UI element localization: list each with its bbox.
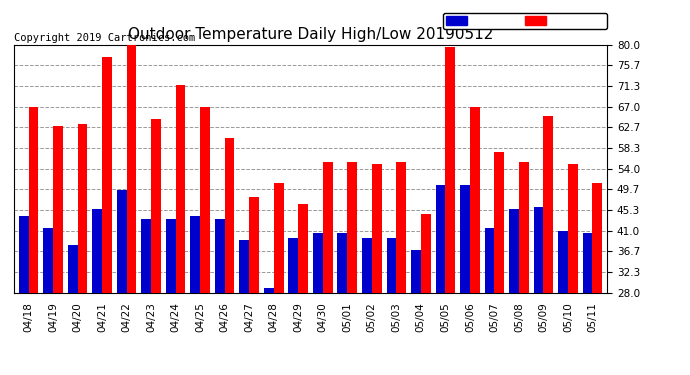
Bar (582, 233, 593, 375)
Bar (19, 216, 28, 375)
Bar (519, 162, 529, 375)
Bar (141, 219, 151, 375)
Bar (166, 219, 176, 375)
Bar (68, 245, 77, 375)
Bar (117, 190, 126, 375)
Bar (92, 209, 102, 375)
Bar (298, 204, 308, 375)
Legend: Low  (°F), High  (°F): Low (°F), High (°F) (443, 13, 607, 29)
Bar (372, 164, 382, 375)
Bar (558, 231, 568, 375)
Bar (215, 219, 225, 375)
Bar (53, 126, 63, 375)
Bar (126, 43, 137, 375)
Bar (421, 214, 431, 375)
Bar (264, 288, 274, 375)
Bar (43, 228, 53, 375)
Bar (274, 183, 284, 375)
Bar (445, 47, 455, 375)
Bar (495, 152, 504, 375)
Bar (200, 107, 210, 375)
Bar (460, 185, 470, 375)
Bar (509, 209, 519, 375)
Bar (225, 138, 235, 375)
Bar (568, 164, 578, 375)
Bar (239, 240, 249, 375)
Bar (593, 183, 602, 375)
Bar (470, 107, 480, 375)
Bar (190, 216, 200, 375)
Bar (435, 185, 445, 375)
Bar (288, 238, 298, 375)
Bar (337, 233, 347, 375)
Bar (176, 86, 186, 375)
Bar (362, 238, 372, 375)
Bar (347, 162, 357, 375)
Bar (28, 107, 39, 375)
Bar (249, 197, 259, 375)
Bar (484, 228, 495, 375)
Title: Outdoor Temperature Daily High/Low 20190512: Outdoor Temperature Daily High/Low 20190… (128, 27, 493, 42)
Bar (323, 162, 333, 375)
Bar (102, 57, 112, 375)
Bar (386, 238, 396, 375)
Bar (533, 207, 544, 375)
Bar (411, 250, 421, 375)
Bar (544, 116, 553, 375)
Bar (396, 162, 406, 375)
Bar (77, 123, 88, 375)
Bar (151, 119, 161, 375)
Bar (313, 233, 323, 375)
Text: Copyright 2019 Cartronics.com: Copyright 2019 Cartronics.com (14, 33, 195, 42)
